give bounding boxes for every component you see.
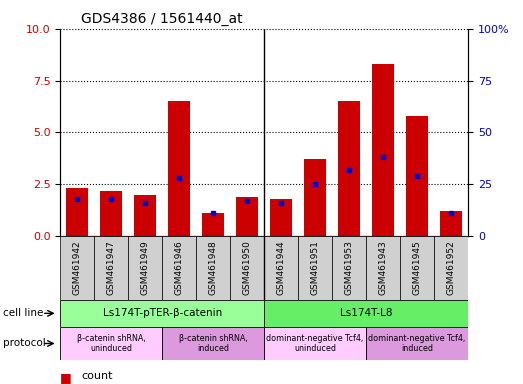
Bar: [406, 116, 428, 236]
Bar: [134, 195, 156, 236]
Text: GSM461948: GSM461948: [209, 240, 218, 295]
Text: GSM461942: GSM461942: [73, 240, 82, 295]
Text: β-catenin shRNA,
induced: β-catenin shRNA, induced: [179, 334, 247, 353]
Text: GSM461953: GSM461953: [345, 240, 354, 295]
Bar: [332, 236, 366, 300]
Bar: [440, 211, 462, 236]
Bar: [304, 159, 326, 236]
Text: count: count: [81, 371, 112, 381]
Bar: [230, 236, 264, 300]
Text: GSM461943: GSM461943: [379, 240, 388, 295]
Bar: [236, 197, 258, 236]
Bar: [366, 327, 468, 360]
Text: GSM461952: GSM461952: [447, 240, 456, 295]
Bar: [128, 236, 162, 300]
Bar: [162, 236, 196, 300]
Bar: [264, 236, 298, 300]
Bar: [60, 327, 162, 360]
Bar: [366, 236, 400, 300]
Text: ■: ■: [60, 371, 72, 384]
Text: cell line: cell line: [3, 308, 43, 318]
Bar: [298, 236, 332, 300]
Text: Ls174T-L8: Ls174T-L8: [340, 308, 392, 318]
Text: protocol: protocol: [3, 338, 46, 349]
Text: GSM461950: GSM461950: [243, 240, 252, 295]
Bar: [434, 236, 468, 300]
Bar: [60, 300, 264, 327]
Bar: [372, 64, 394, 236]
Bar: [264, 300, 468, 327]
Text: GSM461951: GSM461951: [311, 240, 320, 295]
Text: Ls174T-pTER-β-catenin: Ls174T-pTER-β-catenin: [103, 308, 222, 318]
Bar: [202, 214, 224, 236]
Bar: [338, 101, 360, 236]
Text: GDS4386 / 1561440_at: GDS4386 / 1561440_at: [81, 12, 242, 26]
Bar: [196, 236, 230, 300]
Text: β-catenin shRNA,
uninduced: β-catenin shRNA, uninduced: [77, 334, 145, 353]
Text: dominant-negative Tcf4,
uninduced: dominant-negative Tcf4, uninduced: [267, 334, 363, 353]
Text: GSM461947: GSM461947: [107, 240, 116, 295]
Bar: [100, 190, 122, 236]
Bar: [60, 236, 94, 300]
Bar: [270, 199, 292, 236]
Text: GSM461945: GSM461945: [413, 240, 422, 295]
Text: GSM461946: GSM461946: [175, 240, 184, 295]
Bar: [66, 189, 88, 236]
Text: dominant-negative Tcf4,
induced: dominant-negative Tcf4, induced: [369, 334, 465, 353]
Bar: [94, 236, 128, 300]
Text: GSM461944: GSM461944: [277, 240, 286, 295]
Text: GSM461949: GSM461949: [141, 240, 150, 295]
Bar: [168, 101, 190, 236]
Bar: [264, 327, 366, 360]
Bar: [400, 236, 434, 300]
Bar: [162, 327, 264, 360]
